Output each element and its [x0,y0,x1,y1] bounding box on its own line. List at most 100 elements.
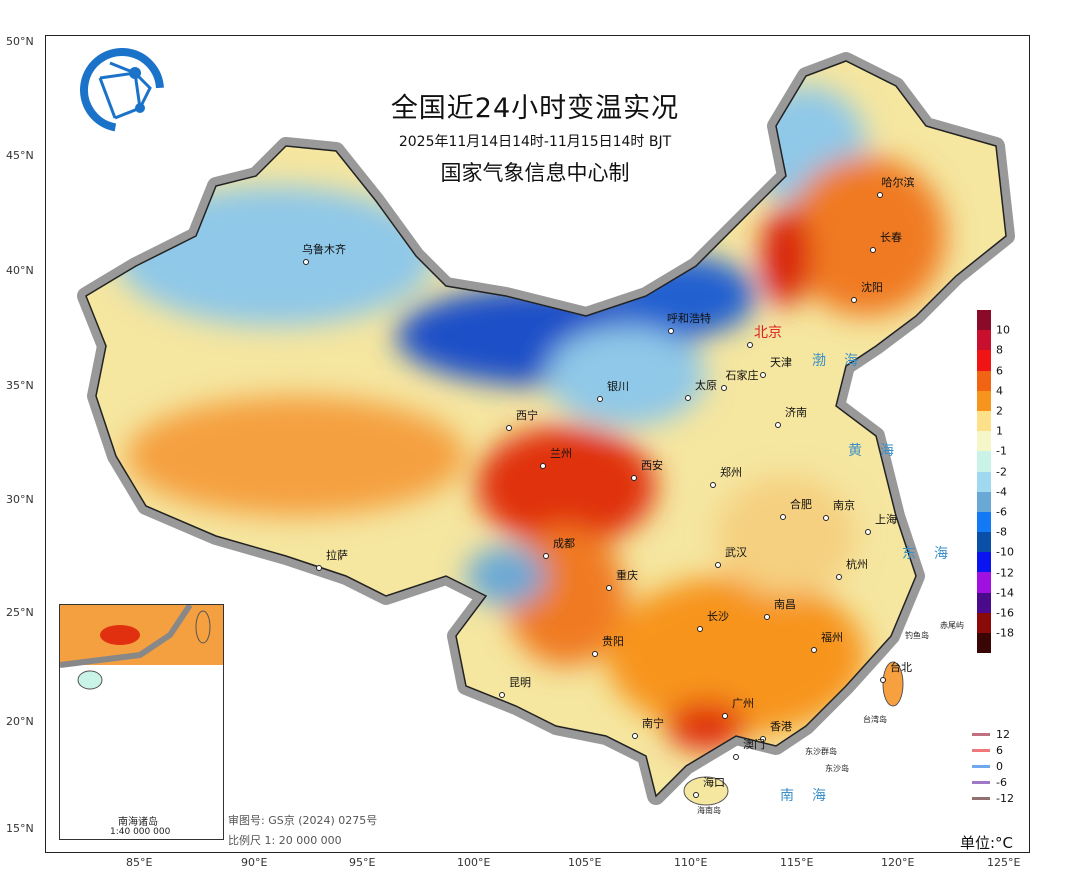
colorbar-swatch [977,431,991,452]
city-label: 呼和浩特 [667,312,711,325]
city-label: 台北 [890,661,912,674]
island-label: 东沙群岛 [805,747,837,756]
sea-label: 黄海 [848,443,912,459]
longitude-tick-label: 115°E [780,856,814,869]
map-review-number: 审图号: GS京 (2024) 0275号 [228,814,378,827]
longitude-tick-label: 120°E [881,856,915,869]
city-marker [880,677,886,683]
city-label: 长春 [880,231,902,244]
contour-line-swatch [972,797,990,800]
contour-legend-item: -12 [972,792,1014,805]
colorbar-label: -8 [996,525,1007,539]
city-marker [697,626,703,632]
contour-legend-item: 12 [972,728,1010,741]
city-label: 成都 [553,537,575,550]
island-label: 赤尾屿 [940,621,964,630]
city-marker [303,259,309,265]
city-marker [506,425,512,431]
colorbar-label: -1 [996,444,1007,458]
latitude-tick-label: 30°N [6,493,34,506]
colorbar-swatch [977,350,991,371]
city-marker [632,733,638,739]
city-label: 北京 [754,325,782,341]
colorbar-label: -16 [996,606,1014,620]
latitude-tick-label: 50°N [6,35,34,48]
inset-scale: 1:40 000 000 [110,827,171,837]
longitude-tick-label: 100°E [457,856,491,869]
colorbar-label: 10 [996,323,1010,337]
city-label: 哈尔滨 [881,176,915,189]
city-marker [710,482,716,488]
latitude-tick-label: 40°N [6,264,34,277]
colorbar-label: -6 [996,505,1007,519]
city-label: 济南 [785,406,807,419]
longitude-tick-label: 105°E [568,856,602,869]
colorbar-label: 6 [996,364,1003,378]
city-marker [851,297,857,303]
city-label: 西宁 [516,409,538,422]
contour-legend-item: 0 [972,760,1003,773]
city-label: 海口 [703,776,725,789]
longitude-tick-label: 110°E [674,856,708,869]
map-scale: 比例尺 1: 20 000 000 [228,834,342,847]
colorbar-swatch [977,532,991,553]
city-marker [775,422,781,428]
colorbar-label: -18 [996,626,1014,640]
island-label: 海南岛 [697,806,721,815]
latitude-tick-label: 20°N [6,715,34,728]
city-marker [747,342,753,348]
city-label: 兰州 [550,447,572,460]
city-label: 长沙 [707,610,729,623]
city-label: 重庆 [616,569,638,582]
city-marker [685,395,691,401]
contour-line-swatch [972,749,990,752]
latitude-tick-label: 25°N [6,606,34,619]
latitude-tick-label: 15°N [6,822,34,835]
island-label: 钓鱼岛 [905,631,929,640]
contour-line-swatch [972,765,990,768]
city-label: 澳门 [743,738,765,751]
city-marker [597,396,603,402]
city-label: 西安 [641,459,663,472]
city-label: 香港 [770,720,792,733]
contour-legend-label: -12 [996,792,1014,805]
city-marker [870,247,876,253]
colorbar-label: -10 [996,545,1014,559]
colorbar-swatch [977,451,991,472]
city-marker [877,192,883,198]
contour-legend-label: -6 [996,776,1007,789]
colorbar-swatch [977,633,991,654]
city-label: 南昌 [774,598,796,611]
longitude-tick-label: 90°E [241,856,268,869]
colorbar-swatch [977,592,991,613]
city-marker [811,647,817,653]
city-label: 武汉 [725,546,747,559]
colorbar-label: -14 [996,586,1014,600]
contour-legend-item: 6 [972,744,1003,757]
producer: 国家气象信息中心制 [440,161,630,185]
colorbar-swatch [977,491,991,512]
city-marker [543,553,549,559]
city-marker [722,713,728,719]
contour-line-swatch [972,733,990,736]
colorbar-swatch [977,612,991,633]
colorbar-label: -4 [996,485,1007,499]
city-marker [668,328,674,334]
colorbar-swatch [977,572,991,593]
city-marker [865,529,871,535]
colorbar-swatch [977,330,991,351]
contour-legend-label: 12 [996,728,1010,741]
city-marker [540,463,546,469]
city-marker [764,614,770,620]
contour-legend-label: 6 [996,744,1003,757]
city-label: 广州 [732,697,754,710]
colorbar-swatch [977,471,991,492]
longitude-tick-label: 125°E [987,856,1021,869]
map-title: 全国近24小时变温实况 [390,93,680,124]
city-label: 昆明 [509,676,531,689]
colorbar-label: -12 [996,566,1014,580]
colorbar-label: -2 [996,465,1007,479]
city-label: 沈阳 [861,281,883,294]
city-marker [693,792,699,798]
island-label: 台湾岛 [863,715,887,724]
